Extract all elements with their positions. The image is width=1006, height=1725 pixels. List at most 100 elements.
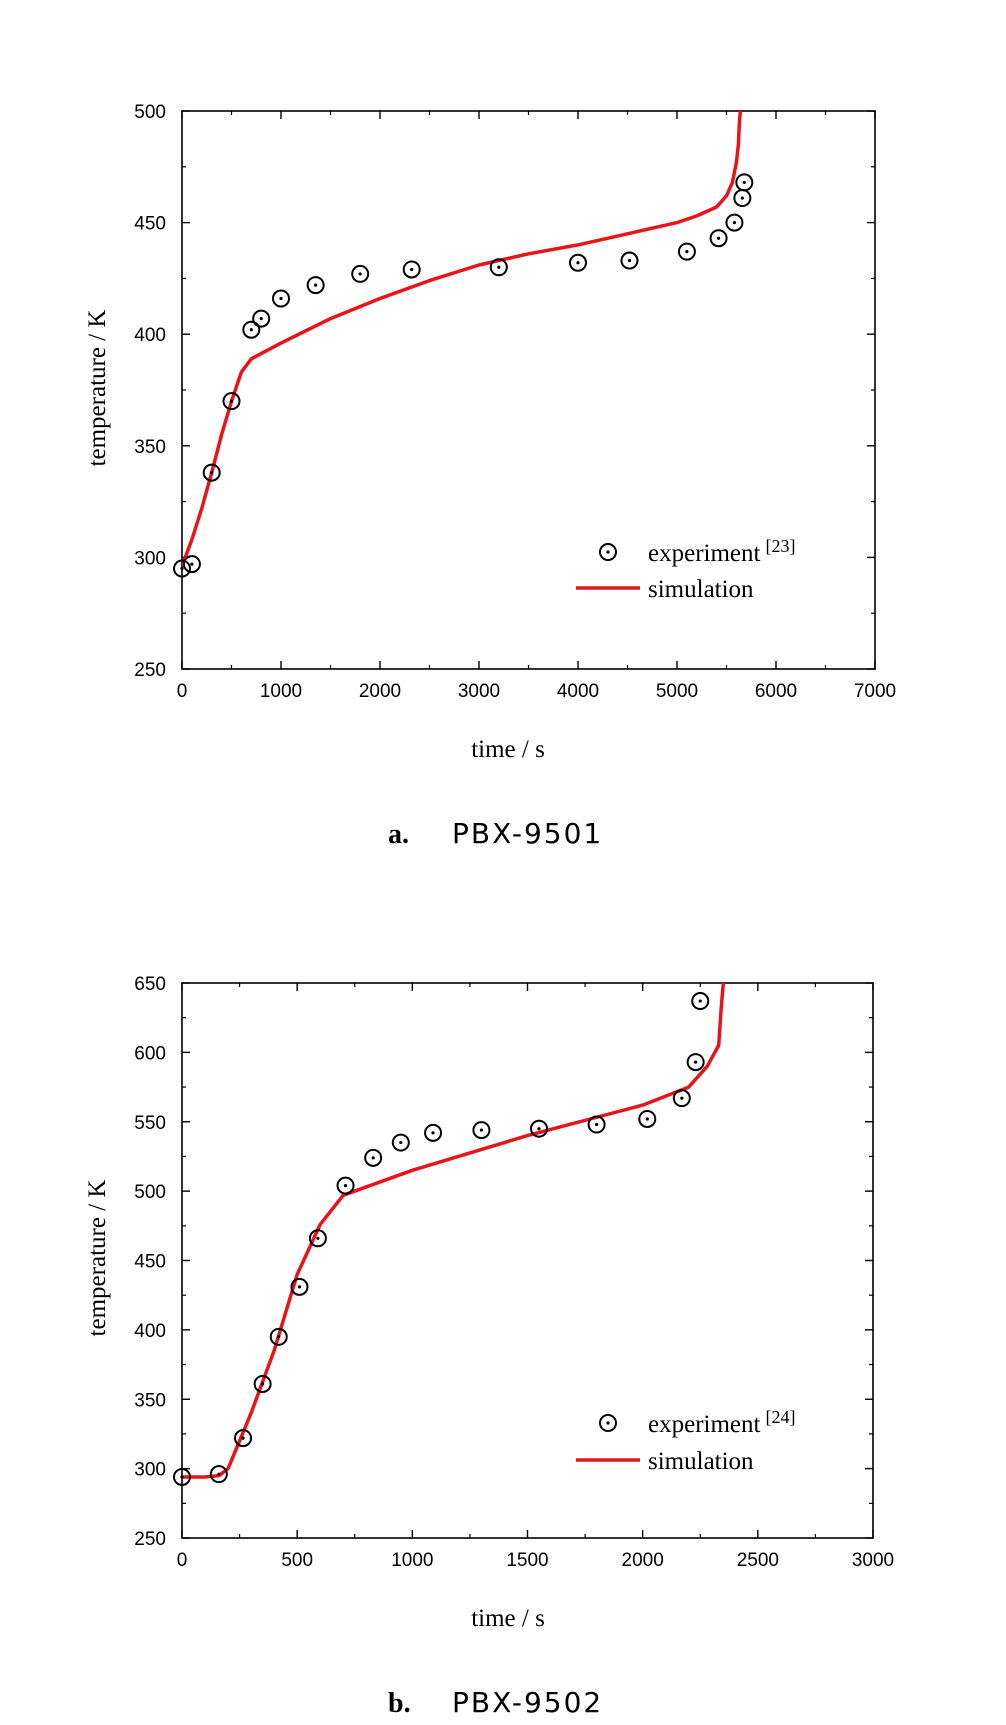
panel-a-x-tick-label: 4000 (557, 681, 599, 702)
panel-b-experiment-point (587, 1115, 606, 1134)
panel-b-experiment-point (424, 1123, 443, 1142)
panel-b-legend-experiment-marker-dot (606, 1421, 610, 1425)
panel-a-experiment-point-ring (489, 258, 508, 277)
panel-a-experiment-point-ring (182, 555, 201, 574)
panel-b-y-tick-label: 500 (134, 1182, 166, 1203)
panel-a-legend-simulation: simulation (648, 576, 754, 603)
panel-b-x-tick-label: 0 (177, 1550, 188, 1571)
panel-a-ylabel: temperature / K (84, 310, 111, 467)
panel-b-plot: 0 500 1000 1500 2000 2500 3000 250 300 350 400 450 5… (134, 974, 894, 1571)
panel-b-y-tick-label: 300 (134, 1460, 166, 1481)
panel-b-y-tick-label: 400 (134, 1321, 166, 1342)
panel-a-experiment-point-dot (716, 236, 721, 240)
panel-a-experiment-point (202, 463, 221, 482)
panel-a-experiment-point-dot (314, 283, 318, 287)
panel-a-y-tick-label: 250 (134, 660, 166, 681)
panel-a-simulation-line (182, 111, 743, 567)
panel-a-experiment-point-dot (190, 562, 194, 566)
panel-b-experiment-point (269, 1327, 288, 1346)
panel-a-caption-name: PBX-9501 (452, 817, 603, 850)
panel-a-experiment-point-dot (180, 566, 184, 571)
panel-b-y-tick-label: 550 (134, 1113, 166, 1134)
panel-b-experiment-point-dot (371, 1156, 375, 1160)
panel-a-plot-frame (181, 110, 876, 670)
panel-a-experiment-point (272, 289, 290, 308)
panel-b-experiment-point-ring (530, 1119, 549, 1138)
panel-a-experiment-point-dot (685, 250, 689, 254)
panel-a-x-tick-label: 7000 (854, 681, 896, 702)
panel-a-y-tick-label: 350 (134, 437, 166, 458)
panel-b-experiment-point-ring (290, 1277, 309, 1296)
panel-a-experiment-point-dot (410, 267, 414, 272)
panel-b-x-tick-label: 2000 (622, 1550, 664, 1571)
panel-b-y-tick-label: 350 (134, 1390, 166, 1411)
panel-a-experiment-point-ring (173, 559, 191, 578)
panel-a-experiment-point-dot (742, 180, 746, 185)
panel-b-experiment-point-ring (173, 1467, 191, 1486)
panel-a-experiment-point (725, 213, 744, 232)
panel-a-experiment-point-ring (242, 320, 261, 339)
panel-a-y-tick-label: 400 (134, 325, 166, 346)
panel-a-experiment-point-dot (497, 265, 501, 269)
panel-a-experiment-point-ring (402, 260, 421, 279)
panel-b-experiment-point-dot (595, 1122, 599, 1127)
panel-a-y-tick-label: 300 (134, 548, 166, 569)
panel-b-experiment-point (336, 1176, 355, 1195)
panel-a-experiment-point (306, 276, 325, 295)
panel-a-x-tick-label: 1000 (260, 681, 302, 702)
panel-b-experiment-point-dot (297, 1285, 302, 1289)
panel-b-experiment-point-dot (537, 1127, 541, 1131)
panel-a-plot: 0 1000 2000 3000 4000 5000 6000 7000 250 300 350 40… (134, 102, 896, 702)
panel-a-experiment-point-dot (627, 258, 632, 263)
panel-a-experiment-point-ring (620, 251, 639, 270)
panel-b-experiment-point-ring (638, 1109, 657, 1128)
panel-a-experiment-point-ring (677, 242, 696, 261)
panel-b: 0 500 1000 1500 2000 2500 3000 250 300 350 400 450 5… (84, 974, 894, 1719)
panel-a-experiment-point-dot (740, 196, 744, 200)
panel-b-experiment-point-ring (336, 1176, 355, 1195)
panel-a-experiment-point-ring (272, 289, 290, 308)
panel-b-experiment-point-dot (217, 1472, 221, 1476)
panel-b-experiment-point-ring (672, 1089, 691, 1108)
panel-b-experiment-point-ring (364, 1148, 383, 1167)
panel-a-experiment-point (402, 260, 421, 279)
panel-a-x-tick-label: 2000 (359, 681, 401, 702)
panel-b-experiment-point-dot (241, 1436, 245, 1440)
panel-b-y-tick-label: 650 (134, 974, 166, 995)
panel-b-experiment-point (253, 1374, 272, 1393)
panel-a-experiment-point (620, 251, 639, 270)
panel-a-experiment-point (677, 242, 696, 261)
panel-a-legend: experiment [23] simulation (576, 536, 795, 603)
panel-b-experiment-point (290, 1277, 309, 1296)
panel-b-y-tick-label: 450 (134, 1252, 166, 1273)
panel-b-experiment-point (173, 1467, 191, 1486)
panel-b-experiment-point (209, 1465, 228, 1484)
panel-b-experiment-point (391, 1133, 410, 1152)
panel-b-experiment-point-ring (424, 1123, 443, 1142)
panel-a-legend-experiment-ref: [23] (765, 536, 795, 556)
panel-b-legend-experiment: experiment [24] (648, 1407, 795, 1438)
panel-a-experiment-point-ring (202, 463, 221, 482)
panel-b-experiment-point (472, 1121, 491, 1140)
panel-b-experiment-point (234, 1429, 253, 1448)
panel-a-experiment-point-dot (259, 316, 263, 321)
panel-a-x-tick-label: 0 (177, 681, 188, 702)
panel-a-y-tick-label: 500 (134, 102, 166, 123)
panel-a-experiment-point-dot (210, 470, 214, 475)
panel-a-experiment-point-ring (725, 213, 744, 232)
panel-b-xlabel: time / s (471, 1605, 545, 1632)
panel-b-caption-letter: b. (388, 1688, 411, 1719)
panel-b-experiment-point-ring (209, 1465, 228, 1484)
panel-a-experiment-point (735, 173, 754, 192)
panel-a-experiment-point-ring (569, 253, 587, 272)
panel-a-experiment-point-dot (279, 296, 283, 301)
panel-b-legend-experiment-ref: [24] (765, 1407, 795, 1427)
panel-a-x-tick-label: 6000 (755, 681, 797, 702)
panel-b-experiment-point-dot (261, 1382, 265, 1386)
panel-b-x-tick-label: 1500 (506, 1550, 548, 1571)
panel-a-experiment-point (351, 264, 370, 283)
panel-b-x-tick-label: 500 (281, 1550, 313, 1571)
panel-b-experiment-point (530, 1119, 549, 1138)
panel-b-experiment-point-ring (269, 1327, 288, 1346)
panel-b-x-tick-label: 3000 (852, 1550, 894, 1571)
